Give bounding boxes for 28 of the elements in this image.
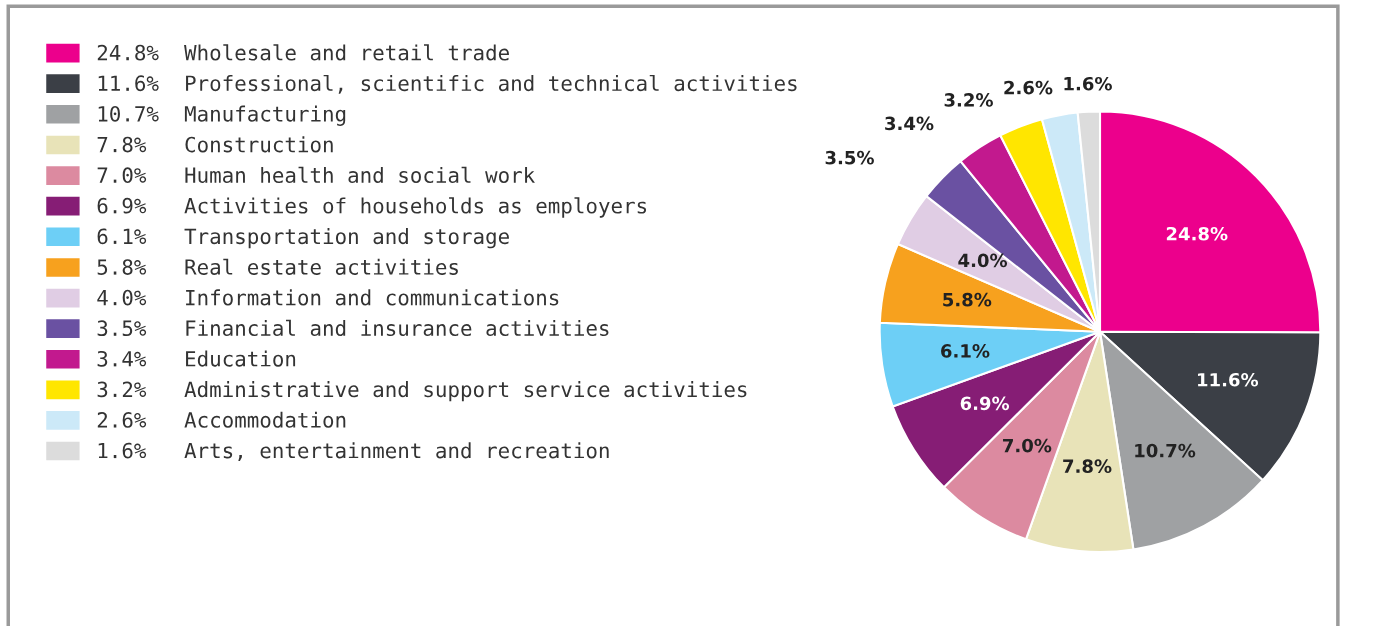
data-label: 11.6% [1198,372,1259,387]
legend-label: 10.7% Manufacturing [98,105,346,126]
data-label: 10.7% [1135,443,1196,458]
legend-label: 5.8% Real estate activities [97,258,458,275]
legend-label: 6.9% Activities of households as employers [97,197,647,218]
data-label: 3.2% [944,93,993,107]
legend-label: 7.0% Human health and social work [97,166,535,184]
legend-label: 7.8% Construction [97,136,333,153]
data-label: 5.8% [943,292,992,307]
legend-label: 3.4% Education [97,350,296,367]
data-label: 7.8% [1063,459,1112,474]
data-label: 4.0% [958,253,1008,268]
legend-label: 3.2% Administrative and support service activities [97,381,747,402]
legend-label: 11.6% Professional, scientific and technical activities [98,74,797,94]
data-label: 1.6% [1064,76,1112,91]
data-label: 7.0% [1003,438,1052,453]
data-label: 6.9% [960,396,1010,411]
legend-label: 2.6% Accommodation [97,411,346,428]
data-label: 3.5% [825,150,874,165]
data-label: 6.1% [941,344,990,358]
legend-label: 3.5% Financial and insurance activities [97,319,609,337]
legend-label: 24.8% Wholesale and retail trade [97,44,509,61]
legend-label: 4.0% Information and communications [97,289,559,306]
data-label: 3.4% [885,116,934,131]
data-label: 24.8% [1166,226,1228,241]
legend-label: 1.6% Arts, entertainment and recreation [98,442,609,462]
data-label: 2.6% [1004,80,1053,95]
legend-label: 6.1% Transportation and storage [97,228,509,249]
